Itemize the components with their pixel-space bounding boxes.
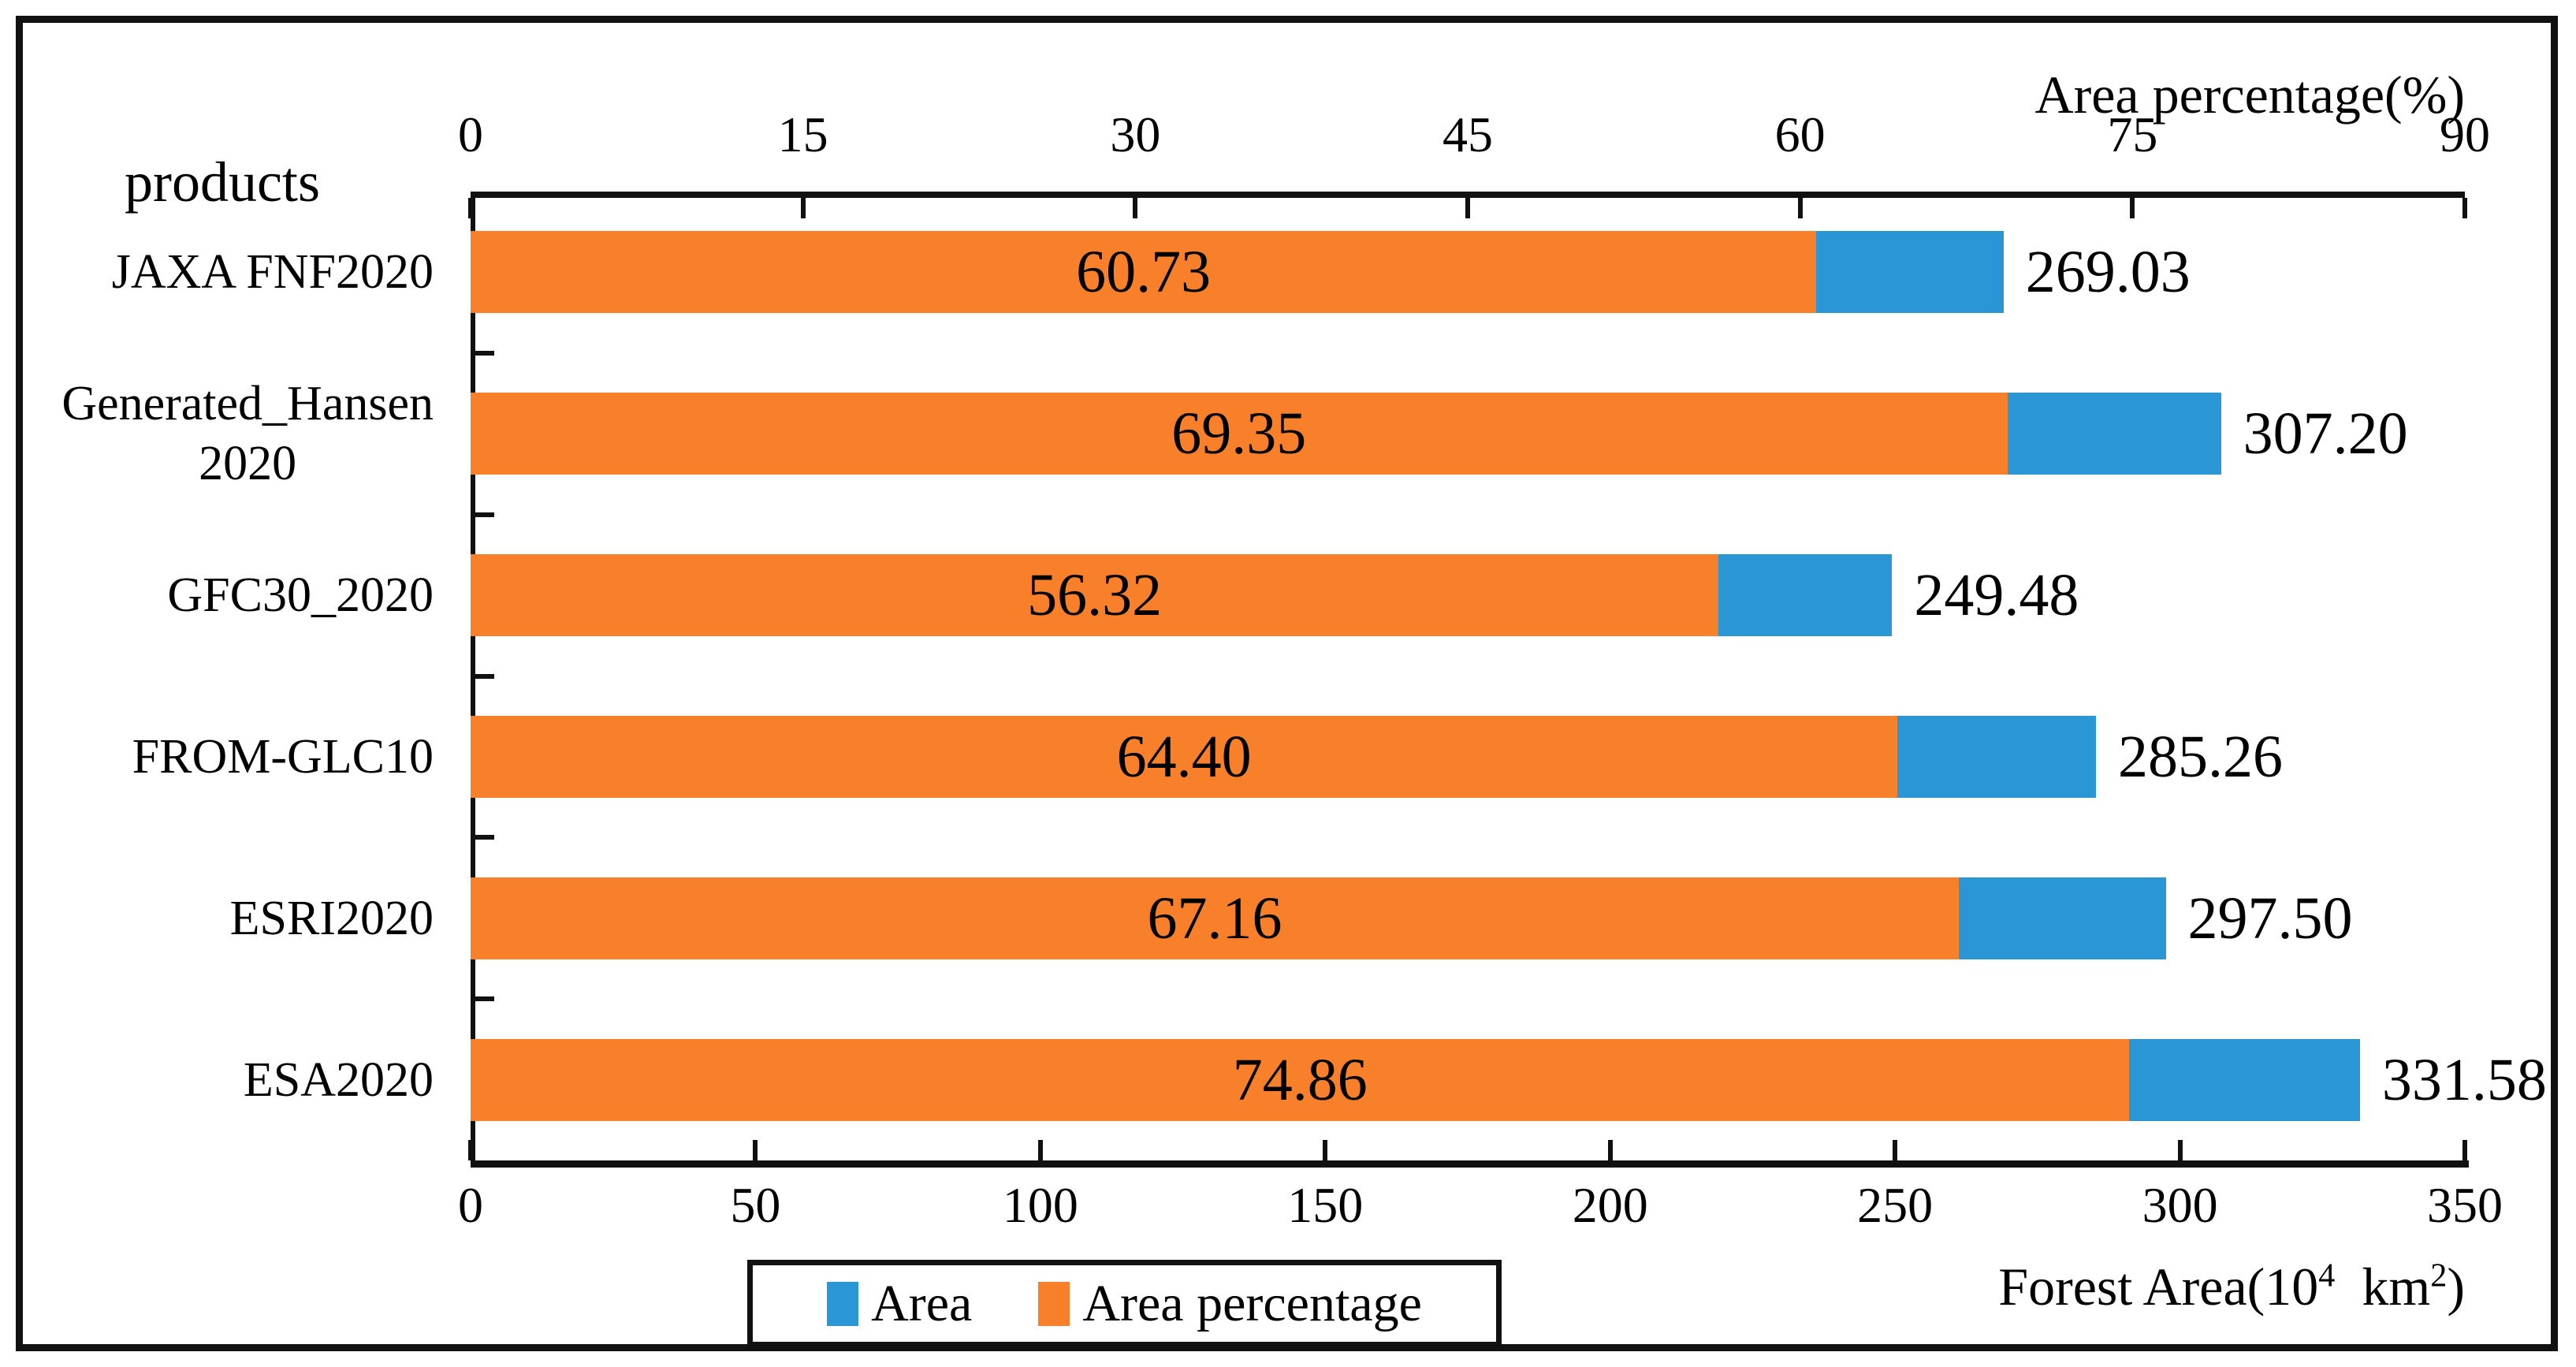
- category-label: JAXA FNF2020: [24, 197, 434, 347]
- legend-item-area: Area: [827, 1274, 973, 1332]
- left-axis-tick: [475, 673, 494, 679]
- top-axis-tick-label: 60: [1774, 106, 1826, 162]
- category-label-text: Generated_Hansen 2020: [61, 377, 434, 491]
- top-axis-tick: [468, 198, 473, 218]
- bottom-axis-tick-label: 350: [2427, 1177, 2503, 1233]
- bottom-axis-title-exponent-2: 2: [2430, 1257, 2448, 1294]
- category-label: GFC30_2020: [24, 520, 434, 670]
- top-axis-tick: [2462, 198, 2467, 218]
- left-axis-line: [471, 192, 475, 1160]
- top-axis-tick: [2130, 198, 2135, 218]
- area-percentage-bar: [471, 1038, 2130, 1121]
- category-label-text: ESRI2020: [229, 891, 434, 945]
- top-axis-tick-label: 30: [1110, 106, 1161, 162]
- top-axis-tick-label: 90: [2440, 106, 2490, 162]
- category-label-text: GFC30_2020: [167, 568, 434, 623]
- top-axis-tick-label: 75: [2107, 106, 2158, 162]
- top-axis-tick: [800, 198, 806, 218]
- left-axis-title: products: [125, 151, 320, 214]
- category-label-text: ESA2020: [243, 1052, 434, 1107]
- bottom-axis-tick: [468, 1140, 473, 1160]
- category-label: Generated_Hansen 2020: [24, 359, 434, 508]
- left-axis-tick: [475, 996, 494, 1002]
- bottom-axis-tick: [1323, 1140, 1328, 1160]
- top-axis-tick: [1133, 198, 1138, 218]
- legend: Area Area percentage: [747, 1260, 1502, 1347]
- area-value-label: 249.48: [1914, 562, 2079, 629]
- legend-item-area-percentage: Area percentage: [1038, 1274, 1422, 1332]
- area-value-label: 307.20: [2243, 400, 2408, 467]
- area-value-label: 285.26: [2118, 723, 2284, 790]
- area-percentage-bar: [471, 715, 1898, 798]
- bottom-axis-tick: [753, 1140, 758, 1160]
- area-percentage-value-label: 69.35: [1171, 400, 1307, 467]
- bottom-axis-tick-label: 300: [2142, 1177, 2218, 1233]
- legend-label-area-percentage: Area percentage: [1082, 1274, 1422, 1332]
- top-axis-tick: [1797, 198, 1803, 218]
- area-value-label: 269.03: [2025, 239, 2191, 306]
- category-label-text: JAXA FNF2020: [111, 245, 434, 300]
- bottom-axis-title-prefix: Forest Area(10: [1998, 1257, 2319, 1317]
- category-label: FROM-GLC10: [24, 682, 434, 832]
- bottom-axis-tick-label: 150: [1287, 1177, 1364, 1233]
- bottom-axis-title-exponent-4: 4: [2318, 1257, 2336, 1294]
- bottom-axis-tick-label: 100: [1002, 1177, 1078, 1233]
- category-label-text: FROM-GLC10: [132, 729, 434, 784]
- top-axis-tick-label: 15: [777, 106, 828, 162]
- area-value-label: 297.50: [2187, 885, 2353, 952]
- legend-label-area: Area: [871, 1274, 973, 1332]
- left-axis-tick: [475, 512, 494, 517]
- bottom-axis-line: [471, 1160, 2469, 1168]
- bottom-axis-tick-label: 200: [1572, 1177, 1648, 1233]
- legend-swatch-area: [827, 1281, 859, 1326]
- left-axis-tick: [475, 350, 494, 356]
- bottom-axis-tick: [2177, 1140, 2183, 1160]
- bottom-axis-tick-label: 50: [730, 1177, 781, 1233]
- area-percentage-bar: [471, 231, 1817, 314]
- area-value-label: 331.58: [2381, 1046, 2547, 1113]
- top-axis-tick-label: 0: [458, 106, 483, 162]
- area-percentage-value-label: 60.73: [1076, 239, 1212, 306]
- bottom-axis-tick-label: 250: [1857, 1177, 1934, 1233]
- category-label: ESA2020: [24, 1005, 434, 1155]
- legend-swatch-area-percentage: [1038, 1281, 1070, 1326]
- bottom-axis-title: Forest Area(104 km2): [1998, 1257, 2465, 1317]
- area-percentage-bar: [471, 877, 1959, 959]
- area-percentage-value-label: 67.16: [1147, 885, 1282, 952]
- area-percentage-value-label: 56.32: [1027, 562, 1163, 629]
- top-axis-title: Area percentage(%): [2034, 65, 2466, 125]
- area-percentage-value-label: 74.86: [1232, 1046, 1368, 1113]
- category-label: ESRI2020: [24, 844, 434, 993]
- bottom-axis-tick: [1607, 1140, 1613, 1160]
- bottom-axis-tick: [1893, 1140, 1898, 1160]
- bottom-axis-title-mid: km: [2335, 1257, 2431, 1317]
- top-axis-line: [471, 192, 2465, 198]
- bottom-axis-tick-label: 0: [458, 1177, 483, 1233]
- left-axis-tick: [475, 835, 494, 840]
- top-axis-tick: [1465, 198, 1470, 218]
- bottom-axis-title-suffix: ): [2447, 1257, 2465, 1317]
- area-percentage-bar: [471, 393, 2008, 475]
- bottom-axis-tick: [1037, 1140, 1043, 1160]
- bottom-axis-tick: [2462, 1140, 2467, 1160]
- top-axis-tick-label: 45: [1442, 106, 1493, 162]
- area-percentage-bar: [471, 554, 1719, 637]
- area-percentage-value-label: 64.40: [1116, 723, 1252, 790]
